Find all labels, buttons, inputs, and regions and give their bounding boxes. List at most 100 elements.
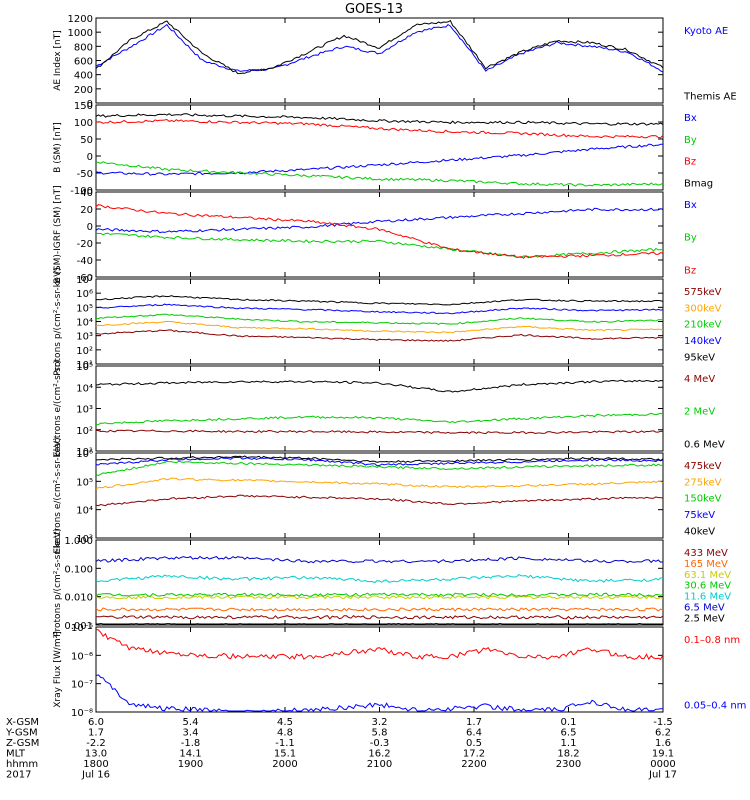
- series-line-mageps-2: [95, 313, 663, 325]
- series-line-magedelectrons-2: [95, 460, 664, 477]
- legend-label: 95keV: [684, 352, 715, 363]
- ephemeris-value: 6.5: [561, 728, 577, 739]
- ephemeris-value: 1.7: [466, 717, 482, 728]
- panel-frame: [95, 104, 664, 191]
- y-tick-label: 10²: [76, 346, 93, 357]
- y-axis-label: Electrons e/(cm²-s-sr): [53, 360, 63, 457]
- day-end-label: Jul 17: [648, 770, 677, 781]
- series-line-epead-1: [95, 412, 664, 426]
- ephemeris-value: -1.8: [181, 738, 201, 749]
- legend-label: 2 MeV: [684, 407, 715, 418]
- series-line-magedelectrons-3: [95, 456, 664, 467]
- y-tick-label: 0: [87, 222, 93, 233]
- series-line-epsprotons-0: [95, 615, 664, 620]
- ephemeris-value: 16.2: [368, 749, 390, 760]
- y-tick-label: 10⁷: [76, 275, 93, 286]
- chart-title: GOES-13: [345, 2, 403, 17]
- day-start-label: Jul 16: [81, 770, 110, 781]
- y-axis-label: Protons p/(cm²-s-sr-keV): [53, 528, 63, 637]
- y-tick-label: -60: [77, 273, 93, 284]
- y-axis-label: Xray Flux [W/m²]: [53, 631, 63, 707]
- legend-label: 4 MeV: [684, 374, 715, 385]
- ephemeris-row-label: X-GSM: [6, 717, 39, 728]
- y-tick-label: 10⁴: [76, 383, 93, 394]
- y-tick-label: 0: [87, 152, 93, 163]
- y-tick-label: 10⁻⁷: [71, 680, 93, 691]
- series-line-epead-2: [95, 379, 664, 393]
- series-line-epsprotons-6: [96, 622, 663, 625]
- ephemeris-value: 2000: [272, 759, 297, 770]
- y-tick-label: 10⁵: [76, 477, 93, 488]
- legend-label: 140keV: [684, 336, 722, 347]
- y-axis-label: B (SM) [nT]: [53, 122, 63, 173]
- ephemeris-value: 5.4: [183, 717, 199, 728]
- y-tick-label: 200: [74, 85, 93, 96]
- series-line-mageps-3: [95, 303, 664, 315]
- y-tick-label: 0.001: [64, 621, 93, 632]
- ephemeris-value: 0.5: [466, 738, 482, 749]
- y-tick-label: 10¹: [76, 360, 93, 371]
- ephemeris-value: 1800: [83, 759, 108, 770]
- y-tick-label: 10³: [76, 405, 93, 416]
- ephemeris-value: 1.7: [88, 728, 104, 739]
- ephemeris-value: 13.0: [85, 749, 107, 760]
- y-tick-label: 10³: [76, 534, 93, 545]
- ephemeris-value: 2300: [556, 759, 581, 770]
- ephemeris-value: 0000: [650, 759, 675, 770]
- y-tick-label: -50: [77, 169, 93, 180]
- series-line-bsm-0: [95, 143, 663, 176]
- ephemeris-value: 18.2: [557, 749, 579, 760]
- legend-label: 0.05–0.4 nm: [684, 700, 746, 711]
- ephemeris-value: 5.8: [372, 728, 388, 739]
- panel-frame: [95, 278, 664, 365]
- panel-frame: [95, 17, 664, 104]
- panel-mageps: 10¹ 10² 10³ 10⁴ 10⁵ 10⁶ 10⁷ Protons p/(cm²-s-sr…: [53, 267, 722, 376]
- series-line-bsm-2: [95, 118, 664, 139]
- ephemeris-value: 15.1: [274, 749, 296, 760]
- y-tick-label: -20: [77, 239, 93, 250]
- y-tick-label: -40: [77, 256, 93, 267]
- y-tick-label: 0.010: [64, 593, 93, 604]
- ephemeris-value: 1900: [178, 759, 203, 770]
- series-line-mageps-1: [95, 320, 664, 334]
- ephemeris-value: 1.1: [561, 738, 577, 749]
- panel-frame: [95, 365, 664, 452]
- series-line-ae-1: [95, 19, 664, 75]
- y-tick-label: 10²: [76, 426, 93, 437]
- y-axis-label: AE Index [nT]: [53, 30, 63, 91]
- y-axis-label: B (SM)-IGRF (SM) [nT]: [53, 185, 63, 283]
- ephemeris-row-label: MLT: [6, 749, 26, 760]
- y-axis-label: Protons p/(cm²-s-sr-keV): [53, 267, 63, 376]
- y-tick-label: 10⁻⁵: [71, 623, 93, 634]
- y-tick-label: 10³: [76, 332, 93, 343]
- ephemeris-value: 3.4: [183, 728, 199, 739]
- legend-label: 6.5 MeV: [684, 602, 725, 613]
- series-line-bigrf-1: [95, 232, 664, 259]
- series-line-xray-1: [95, 674, 664, 712]
- ephemeris-row-label: Z-GSM: [6, 738, 39, 749]
- y-tick-label: -100: [70, 186, 93, 197]
- legend-label: 150keV: [684, 494, 722, 505]
- y-tick-label: 40: [80, 188, 93, 199]
- ephemeris-value: 3.2: [372, 717, 388, 728]
- ephemeris-value: -2.2: [86, 738, 106, 749]
- y-tick-label: 10⁶: [76, 449, 93, 460]
- ephemeris-value: 4.5: [277, 717, 293, 728]
- legend-label: 165 MeV: [684, 559, 728, 570]
- ephemeris-value: 6.4: [466, 728, 482, 739]
- ephemeris-value: 6.0: [88, 717, 104, 728]
- legend-label: 30.6 MeV: [684, 581, 731, 592]
- series-line-epsprotons-5: [95, 555, 664, 564]
- legend-label: 475keV: [684, 461, 722, 472]
- legend-label: 433 MeV: [684, 548, 728, 559]
- series-line-epsprotons-2: [95, 595, 664, 600]
- ephemeris-value: 19.1: [652, 749, 674, 760]
- series-line-magedelectrons-1: [95, 477, 664, 490]
- panel-bsm: -100 -50 0 50 100 150 B (SM) [nT] Bx By Bz Bmag: [53, 101, 713, 197]
- ephemeris-value: -0.3: [370, 738, 390, 749]
- legend-label: Kyoto AE: [684, 26, 728, 37]
- legend-label: 2.5 MeV: [684, 613, 725, 624]
- ephemeris-value: 6.2: [655, 728, 671, 739]
- series-line-magedelectrons-0: [95, 494, 664, 507]
- legend-label: Bx: [684, 200, 697, 211]
